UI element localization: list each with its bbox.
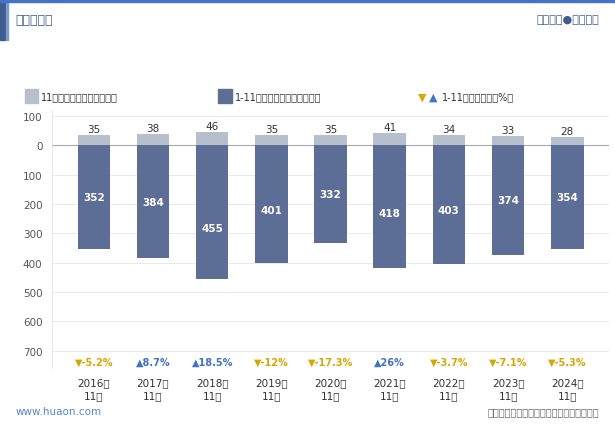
Text: 数据来源：中国海关，华经产业研究院整理: 数据来源：中国海关，华经产业研究院整理 [488, 406, 600, 416]
Bar [551, 146, 584, 250]
Bar [25, 90, 38, 104]
Text: ▼-5.2%: ▼-5.2% [74, 357, 113, 367]
Bar [218, 90, 232, 104]
Bar [0, 0, 615, 3]
Text: 35: 35 [87, 125, 100, 135]
Text: ▲26%: ▲26% [375, 357, 405, 367]
Text: 33: 33 [501, 125, 515, 135]
Text: 403: 403 [438, 206, 460, 216]
Bar [492, 136, 525, 146]
Bar [314, 135, 347, 146]
Text: ▼-3.7%: ▼-3.7% [430, 357, 468, 367]
Text: www.huaon.com: www.huaon.com [15, 406, 101, 416]
Text: 1-11月同比增速（%）: 1-11月同比增速（%） [442, 92, 514, 102]
Text: ▼-7.1%: ▼-7.1% [489, 357, 527, 367]
Text: 38: 38 [146, 124, 160, 134]
Text: ▲8.7%: ▲8.7% [136, 357, 170, 367]
Text: 华经情报网: 华经情报网 [15, 14, 53, 27]
Bar [432, 136, 465, 146]
Text: 35: 35 [265, 125, 278, 135]
Bar [137, 135, 169, 146]
Text: 11月进出口总额（亿美元）: 11月进出口总额（亿美元） [41, 92, 118, 102]
Bar [0, 0, 5, 40]
Text: ▼-5.3%: ▼-5.3% [548, 357, 587, 367]
Bar [6, 0, 8, 40]
Text: ▼-12%: ▼-12% [254, 357, 289, 367]
Bar [137, 146, 169, 258]
Bar [77, 146, 110, 249]
Text: 2016-2024年11月辽宁省外商投资企业进出口总额: 2016-2024年11月辽宁省外商投资企业进出口总额 [161, 53, 454, 71]
Text: 41: 41 [383, 123, 396, 133]
Text: 455: 455 [201, 224, 223, 233]
Text: 401: 401 [260, 205, 282, 216]
Text: 352: 352 [83, 193, 105, 202]
Bar [373, 134, 406, 146]
Bar [551, 138, 584, 146]
Text: 35: 35 [324, 125, 337, 135]
Bar [373, 146, 406, 268]
Text: ▼: ▼ [418, 92, 427, 102]
Bar [255, 146, 288, 263]
Bar [196, 132, 229, 146]
Text: 384: 384 [142, 197, 164, 207]
Bar [255, 135, 288, 146]
Bar [432, 146, 465, 264]
Text: ▲: ▲ [429, 92, 438, 102]
Text: 46: 46 [205, 121, 219, 132]
Text: 418: 418 [379, 208, 401, 218]
Bar [196, 146, 229, 279]
Text: 374: 374 [497, 196, 519, 206]
Text: 34: 34 [442, 125, 456, 135]
Text: ▼-17.3%: ▼-17.3% [308, 357, 353, 367]
Bar [492, 146, 525, 256]
Text: ▲18.5%: ▲18.5% [191, 357, 233, 367]
Bar [77, 135, 110, 146]
Text: 354: 354 [557, 193, 578, 203]
Bar [314, 146, 347, 243]
Text: 28: 28 [561, 127, 574, 137]
Text: 专业严谨●客观科学: 专业严谨●客观科学 [537, 15, 600, 25]
Text: 1-11月进出口总额（亿美元）: 1-11月进出口总额（亿美元） [235, 92, 322, 102]
Text: 332: 332 [320, 190, 341, 199]
